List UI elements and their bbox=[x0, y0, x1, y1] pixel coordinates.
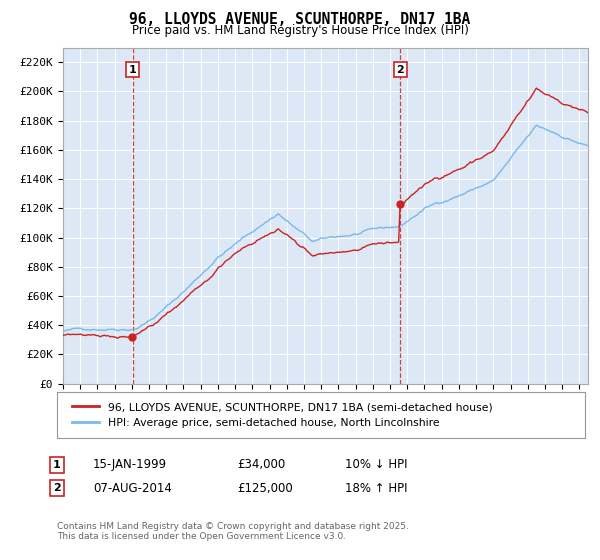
Text: 1: 1 bbox=[128, 64, 136, 74]
Legend: 96, LLOYDS AVENUE, SCUNTHORPE, DN17 1BA (semi-detached house), HPI: Average pric: 96, LLOYDS AVENUE, SCUNTHORPE, DN17 1BA … bbox=[68, 398, 497, 432]
Text: 1: 1 bbox=[53, 460, 61, 470]
Text: 96, LLOYDS AVENUE, SCUNTHORPE, DN17 1BA: 96, LLOYDS AVENUE, SCUNTHORPE, DN17 1BA bbox=[130, 12, 470, 27]
Text: 18% ↑ HPI: 18% ↑ HPI bbox=[345, 482, 407, 495]
Text: 2: 2 bbox=[397, 64, 404, 74]
Text: 15-JAN-1999: 15-JAN-1999 bbox=[93, 458, 167, 472]
Text: Price paid vs. HM Land Registry's House Price Index (HPI): Price paid vs. HM Land Registry's House … bbox=[131, 24, 469, 36]
Text: Contains HM Land Registry data © Crown copyright and database right 2025.
This d: Contains HM Land Registry data © Crown c… bbox=[57, 522, 409, 542]
Text: £34,000: £34,000 bbox=[237, 458, 285, 472]
Text: £125,000: £125,000 bbox=[237, 482, 293, 495]
Text: 10% ↓ HPI: 10% ↓ HPI bbox=[345, 458, 407, 472]
Text: 2: 2 bbox=[53, 483, 61, 493]
Text: 07-AUG-2014: 07-AUG-2014 bbox=[93, 482, 172, 495]
